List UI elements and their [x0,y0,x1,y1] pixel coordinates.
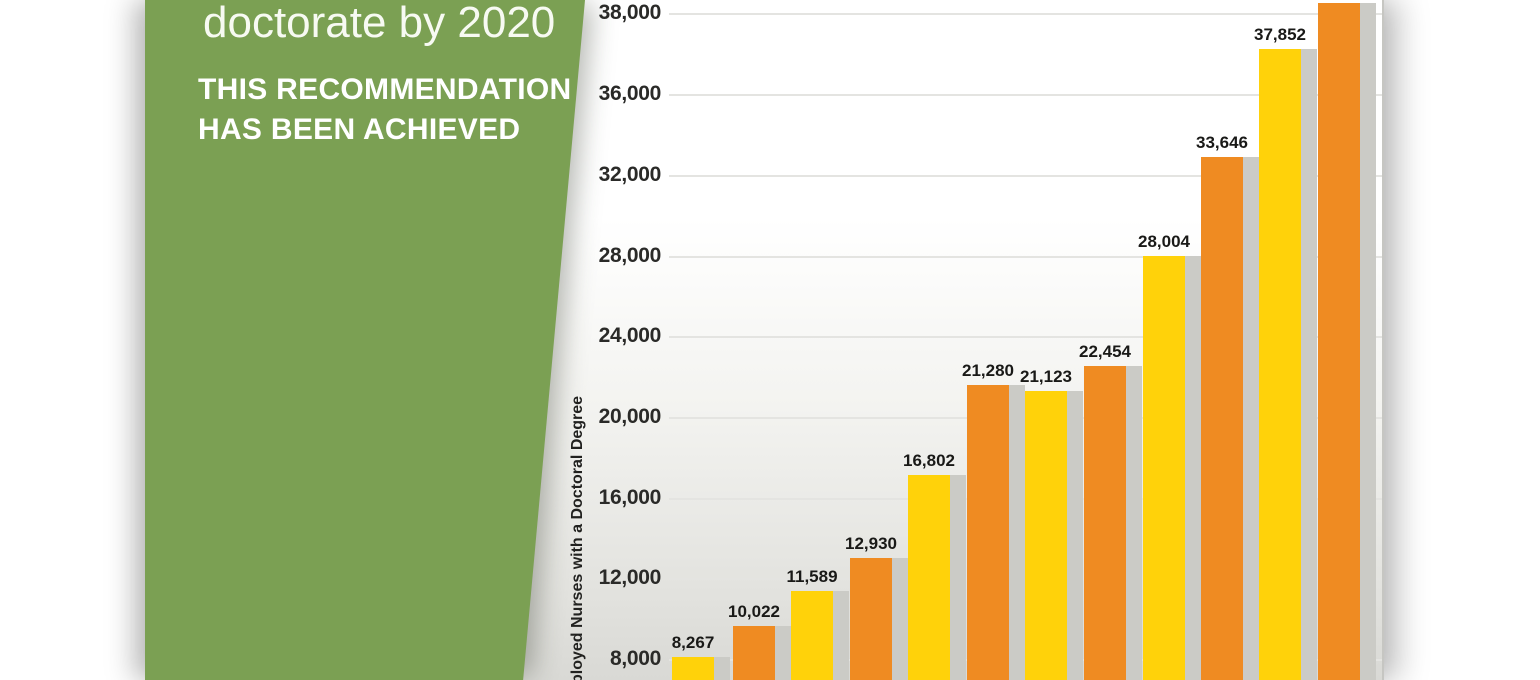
y-axis-tick-label: 28,000 [598,244,662,267]
bar-value-label: 21,123 [1020,367,1072,386]
y-axis-tick-label: 38,000 [598,1,662,24]
bar-value-label: 16,802 [903,451,955,470]
bar-value-label: 21,280 [962,361,1014,380]
y-axis-tick-label: 32,000 [598,163,662,186]
achievement-status-line2: HAS BEEN ACHIEVED [198,113,521,146]
y-axis-tick-label: 24,000 [598,324,662,347]
bar-value-label: 10,022 [728,602,780,621]
bar-orange [1318,3,1360,680]
gridline [669,256,1382,258]
gridline [669,175,1382,177]
bar-value-label: 33,646 [1196,133,1248,152]
bar-yellow [672,657,714,680]
bar-value-label: 28,004 [1138,232,1190,251]
y-axis-tick-label: 16,000 [598,486,662,509]
gridline [669,13,1382,15]
bar-yellow [791,591,833,680]
achievement-status-line1: THIS RECOMMENDATION [198,73,572,106]
bar-orange [967,385,1009,680]
bar-value-label: 11,589 [786,567,838,586]
bar-value-label: 12,930 [845,534,897,553]
bar-value-label: 37,852 [1254,25,1306,44]
gridline [669,336,1382,338]
infographic-page: 38,000 36,000 32,000 28,000 24,000 20,000 16,0… [145,0,1384,680]
bar-yellow [1143,256,1185,680]
bar-yellow [908,475,950,680]
bar-chart: 38,000 36,000 32,000 28,000 24,000 20,000 16,0… [145,0,1382,680]
bar-orange [850,558,892,680]
y-axis-tick-label: 8,000 [609,647,661,670]
bar-orange [1201,157,1243,680]
y-axis-tick-label: 20,000 [598,405,662,428]
achievement-status: THIS RECOMMENDATION HAS BEEN ACHIEVED [198,70,571,150]
bar-orange [1084,366,1126,680]
bar-yellow [1025,391,1067,680]
y-axis-tick-label: 12,000 [598,566,662,589]
gridline [669,94,1382,96]
headline-fragment: doctorate by 2020 [203,0,556,47]
green-panel-text: doctorate by 2020 THIS RECOMMENDATION HA… [145,0,605,680]
bar-value-label: 22,454 [1079,342,1131,361]
bar-value-label: 8,267 [671,633,715,652]
bar-orange [733,626,775,680]
y-axis-tick-label: 36,000 [598,82,662,105]
bar-yellow [1259,49,1301,680]
